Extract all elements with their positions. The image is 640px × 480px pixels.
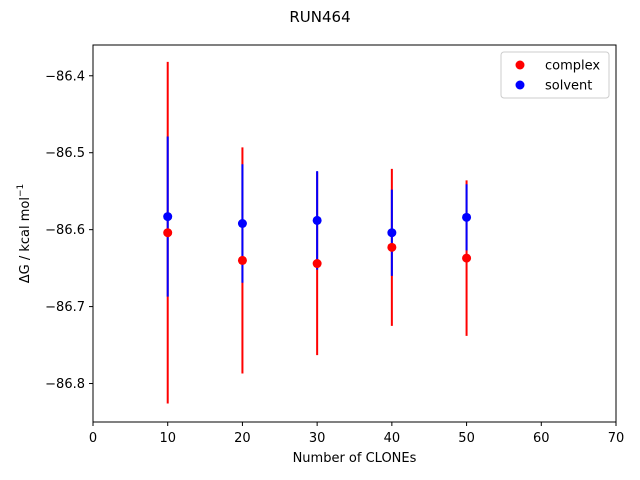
complex-point — [237, 255, 247, 265]
x-tick-label: 0 — [89, 431, 97, 446]
y-tick-label: −86.8 — [45, 377, 85, 392]
complex-point — [312, 259, 322, 269]
y-tick-label: −86.6 — [45, 223, 85, 238]
solvent-point — [462, 212, 472, 222]
legend-label-complex: complex — [545, 59, 600, 74]
solvent-point — [312, 215, 322, 225]
complex-point — [163, 228, 173, 238]
y-axis-label-exponent: −1 — [16, 184, 26, 197]
y-tick-label: −86.7 — [45, 300, 85, 315]
x-tick-label: 30 — [309, 431, 326, 446]
chart-title: RUN464 — [289, 8, 350, 26]
x-tick-label: 50 — [458, 431, 475, 446]
legend-frame — [500, 51, 610, 99]
x-tick-label: 10 — [159, 431, 176, 446]
legend-label-solvent: solvent — [545, 79, 592, 94]
x-tick-label: 20 — [234, 431, 251, 446]
y-axis-label: ΔG / kcal mol−1 — [16, 184, 33, 284]
complex-point — [387, 242, 397, 252]
y-tick-label: −86.4 — [45, 69, 85, 84]
x-tick-label: 70 — [608, 431, 625, 446]
legend: complex solvent — [500, 51, 610, 99]
x-axis: 0 10 20 30 40 50 60 70 — [89, 422, 624, 446]
y-axis-label-main: ΔG / kcal mol — [18, 197, 33, 283]
legend-marker-complex — [515, 60, 525, 70]
solvent-point — [163, 212, 173, 222]
complex-point — [462, 253, 472, 263]
plot-frame — [92, 44, 617, 423]
chart-marks — [163, 61, 472, 404]
y-axis: −86.4 −86.5 −86.6 −86.7 −86.8 — [45, 69, 93, 392]
x-axis-label: Number of CLONEs — [293, 451, 417, 466]
y-tick-label: −86.5 — [45, 146, 85, 161]
x-tick-label: 40 — [384, 431, 401, 446]
solvent-point — [387, 228, 397, 238]
solvent-point — [237, 218, 247, 228]
x-tick-label: 60 — [533, 431, 550, 446]
legend-marker-solvent — [515, 80, 525, 90]
